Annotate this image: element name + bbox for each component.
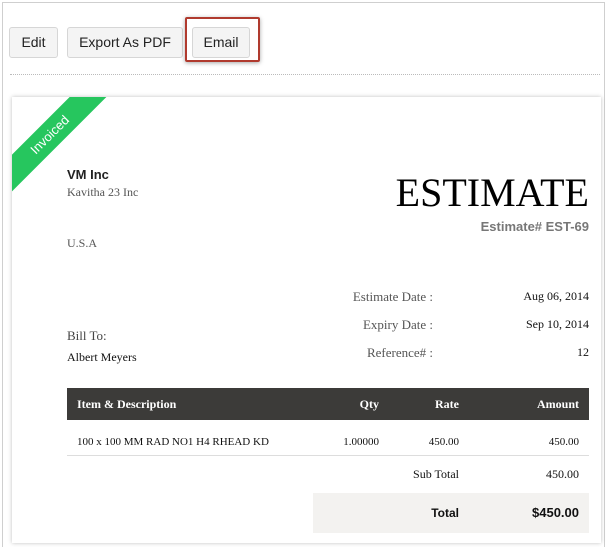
header-item: Item & Description [77,397,177,411]
estimate-date-value: Aug 06, 2014 [523,289,589,303]
email-button[interactable]: Email [192,27,250,58]
item-amount: 450.00 [548,436,579,448]
export-pdf-button[interactable]: Export As PDF [67,27,183,58]
expiry-date-label: Expiry Date : [362,317,433,332]
header-qty: Qty [359,397,379,411]
item-rate: 450.00 [428,436,459,448]
table-row: 100 x 100 MM RAD NO1 H4 RHEAD KD 1.00000… [67,427,589,456]
company-country: U.S.A [67,236,98,250]
total-row: Total $450.00 [313,493,589,533]
reference-label: Reference# : [366,345,433,360]
item-description: 100 x 100 MM RAD NO1 H4 RHEAD KD [77,436,269,448]
estimate-number: Estimate# EST-69 [480,219,589,234]
estimate-date-label: Estimate Date : [352,289,433,304]
header-rate: Rate [435,397,459,411]
divider [10,74,600,75]
estimate-document: Invoiced VM Inc Kavitha 23 Inc U.S.A EST… [12,97,601,543]
company-name: VM Inc [67,167,109,182]
email-highlight [185,17,260,62]
edit-button[interactable]: Edit [9,27,58,58]
item-qty: 1.00000 [343,436,379,448]
bill-to-label: Bill To: [67,328,107,343]
total-label: Total [431,506,459,520]
expiry-date-value: Sep 10, 2014 [526,317,589,331]
total-value: $450.00 [532,505,579,520]
document-title: ESTIMATE [395,170,589,215]
bill-to-name: Albert Meyers [67,350,137,364]
header-amount: Amount [536,397,579,411]
company-line: Kavitha 23 Inc [67,185,139,199]
sub-total-value: 450.00 [546,467,579,481]
items-table-header: Item & Description Qty Rate Amount [67,388,589,420]
sub-total-label: Sub Total [413,467,459,481]
reference-value: 12 [577,345,589,359]
